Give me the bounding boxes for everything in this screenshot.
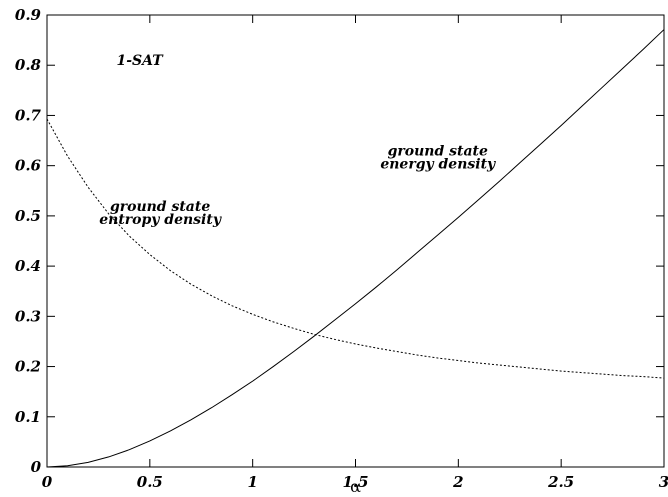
y-tick-label: 0.8 [15,56,42,74]
y-tick-label: 0.7 [15,106,42,124]
annotation-label: ground state [110,199,210,215]
y-tick-label: 0.4 [15,257,41,275]
x-tick-label: 1.5 [342,473,368,491]
x-tick-label: 2 [452,473,463,491]
x-tick-label: 3 [659,473,668,491]
y-tick-label: 0.1 [15,408,41,426]
y-tick-label: 0 [31,458,42,476]
x-axis-label: α [350,477,361,496]
x-tick-label: 0 [42,473,53,491]
y-tick-label: 0.2 [15,358,41,376]
x-tick-label: 0.5 [137,473,163,491]
energy-density-line [46,29,665,468]
annotation-label: energy density [380,157,496,173]
y-tick-label: 0.3 [15,307,41,325]
x-tick-label: 2.5 [547,473,574,491]
x-tick-label: 1 [247,473,257,491]
entropy-density-line [46,118,665,379]
annotation-label: entropy density [99,212,222,228]
y-tick-label: 0.9 [15,6,42,24]
plot-frame [46,14,665,468]
annotation-label: ground state [388,144,488,160]
annotation-label: 1-SAT [116,53,164,69]
y-tick-label: 0.6 [15,157,42,175]
y-tick-label: 0.5 [15,207,41,225]
